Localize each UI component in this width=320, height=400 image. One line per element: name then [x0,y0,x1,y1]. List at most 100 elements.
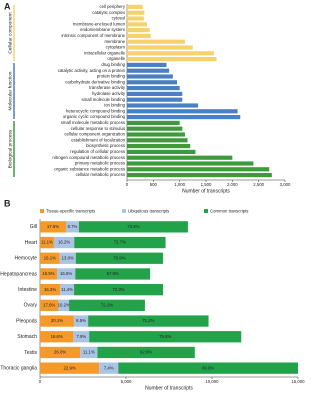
category-label: intracellular organelle [84,50,125,55]
category-label: cell periphery [99,4,125,9]
bar-segment [40,346,81,359]
category-label: organic cyclic compound binding [63,114,126,119]
bar-segment [40,236,54,249]
category-label: intrinsic component of membrane [61,33,125,38]
x-tick-label: 500 [150,182,158,187]
x-tick-label: 1,500 [201,182,212,187]
x-tick-label: 3,000 [280,182,291,187]
bar-segment [80,346,98,359]
group-label: Biological process [7,129,13,168]
bar [127,167,270,172]
legend-swatch [204,209,208,213]
x-tick-label: 10,000 [205,379,219,384]
x-tick-label: 15,000 [291,379,305,384]
percent-label: 11.1% [41,240,53,245]
percent-label: 20.1% [51,318,63,323]
percent-label: 73.8% [127,224,139,229]
bar-segment [78,221,188,233]
x-tick-label: 0 [39,379,42,384]
category-label: biosynthetic process [86,143,125,148]
category-label: Hepatopancreas [0,271,37,277]
category-label: organelle [107,56,125,61]
category-label: Gill [30,224,37,230]
bar-segment [58,299,70,312]
bar [127,115,241,120]
percent-label: 17.6% [43,302,55,307]
percent-label: 72.2% [101,302,113,307]
category-label: Stomach [17,334,37,340]
bar [127,33,151,38]
percent-label: 72.3% [112,287,124,292]
bar-segment [60,283,75,296]
category-label: Testis [24,350,37,356]
category-label: ion binding [104,103,125,108]
legend-swatch [122,209,126,213]
percent-label: 11.4% [61,287,73,292]
bar [127,91,183,96]
x-tick-label: 2,000 [227,182,238,187]
bar-segment [97,346,195,359]
x-tick-label: 5,000 [121,379,132,384]
percent-label: 26.0% [54,350,66,355]
x-tick-label: 0 [126,182,129,187]
category-label: cytoplasm [106,45,126,50]
percent-label: 16.6% [51,334,63,339]
category-label: drug binding [101,62,125,67]
percent-label: 11.1% [83,350,95,355]
category-label: Hemocyte [14,256,37,262]
category-label: regulation of cellular process [70,149,125,154]
percent-label: 22.9% [63,365,75,370]
bar [127,97,183,102]
percent-label: 16.3% [44,287,56,292]
percent-label: 72.7% [114,240,126,245]
bar [127,39,185,44]
bar [127,109,238,114]
category-label: establishment of localization [71,137,125,142]
category-label: cytosol [112,16,125,21]
category-label: heterocyclic compound binding [66,108,126,113]
x-tick-label: 2,500 [253,182,264,187]
bar [127,10,145,15]
x-axis-title: Number of transcripts [145,385,193,391]
percent-label: 7.9% [76,334,86,339]
bar [127,80,178,85]
percent-label: 16.1% [44,255,56,260]
category-label: Heart [25,240,38,246]
bar-segment [69,299,145,312]
category-label: carbohydrate derivative binding [65,79,125,84]
group-label: Cellular component [7,12,13,54]
bar [127,28,150,33]
bar [127,45,193,50]
bar [127,144,191,149]
bar-segment [99,362,119,374]
percent-label: 10.2% [58,302,70,307]
bar-segment [40,362,100,374]
percent-label: 16.2% [58,240,70,245]
bar-segment [75,268,151,280]
percent-label: 17.6% [47,224,59,229]
bar [127,86,180,91]
bar-segment [57,268,76,280]
percent-label: 67.9% [107,271,119,276]
bar [127,155,233,160]
category-label: Intestine [18,287,37,293]
percent-label: 8.7% [68,224,78,229]
bar-segment [75,252,163,264]
category-label: catalytic complex [92,10,126,15]
group-label: Molecular function [7,71,13,110]
percent-label: 16.5% [60,271,72,276]
bar-segment [40,221,66,233]
bar-segment [40,252,60,264]
bar [127,68,170,73]
bar [127,16,144,21]
bar-segment [53,236,75,249]
panel-label: A [4,1,11,11]
legend-label: Common transcripts [210,208,248,213]
bar [127,126,183,131]
bar [127,4,143,9]
bar-segment [40,299,59,312]
figure: A B 0 500 1,000 1,500 2,000 2,500 3,000 Number … [0,1,305,391]
category-label: membrane [104,39,125,44]
bar [127,103,199,108]
category-label: cellular metabolic process [76,172,125,177]
